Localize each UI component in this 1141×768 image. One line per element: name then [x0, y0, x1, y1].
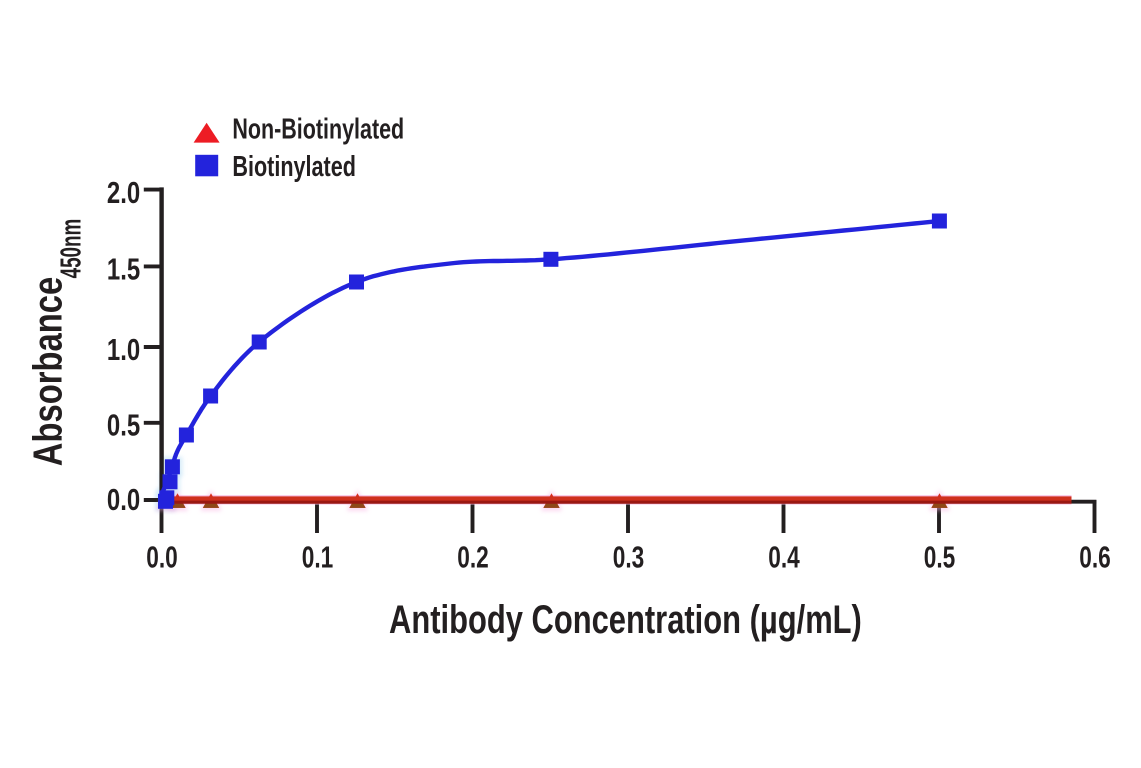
svg-text:Biotinylated: Biotinylated: [232, 151, 356, 183]
svg-text:0.5: 0.5: [924, 540, 956, 574]
svg-text:2.0: 2.0: [107, 175, 140, 209]
svg-text:0.4: 0.4: [768, 540, 800, 574]
svg-text:0.0: 0.0: [146, 540, 177, 574]
svg-text:0.3: 0.3: [613, 540, 644, 574]
svg-text:1.5: 1.5: [107, 251, 140, 285]
svg-text:0.2: 0.2: [457, 540, 488, 574]
svg-text:0.6: 0.6: [1079, 540, 1110, 574]
svg-text:0.0: 0.0: [107, 482, 140, 516]
svg-text:Non-Biotinylated: Non-Biotinylated: [232, 114, 404, 146]
svg-text:0.1: 0.1: [302, 540, 334, 574]
svg-text:1.0: 1.0: [107, 332, 140, 366]
svg-text:0.5: 0.5: [107, 408, 140, 442]
svg-text:Absorbance: Absorbance: [24, 277, 70, 466]
svg-text:Antibody Concentration (µg/mL): Antibody Concentration (µg/mL): [389, 597, 862, 642]
svg-text:450nm: 450nm: [55, 219, 87, 279]
